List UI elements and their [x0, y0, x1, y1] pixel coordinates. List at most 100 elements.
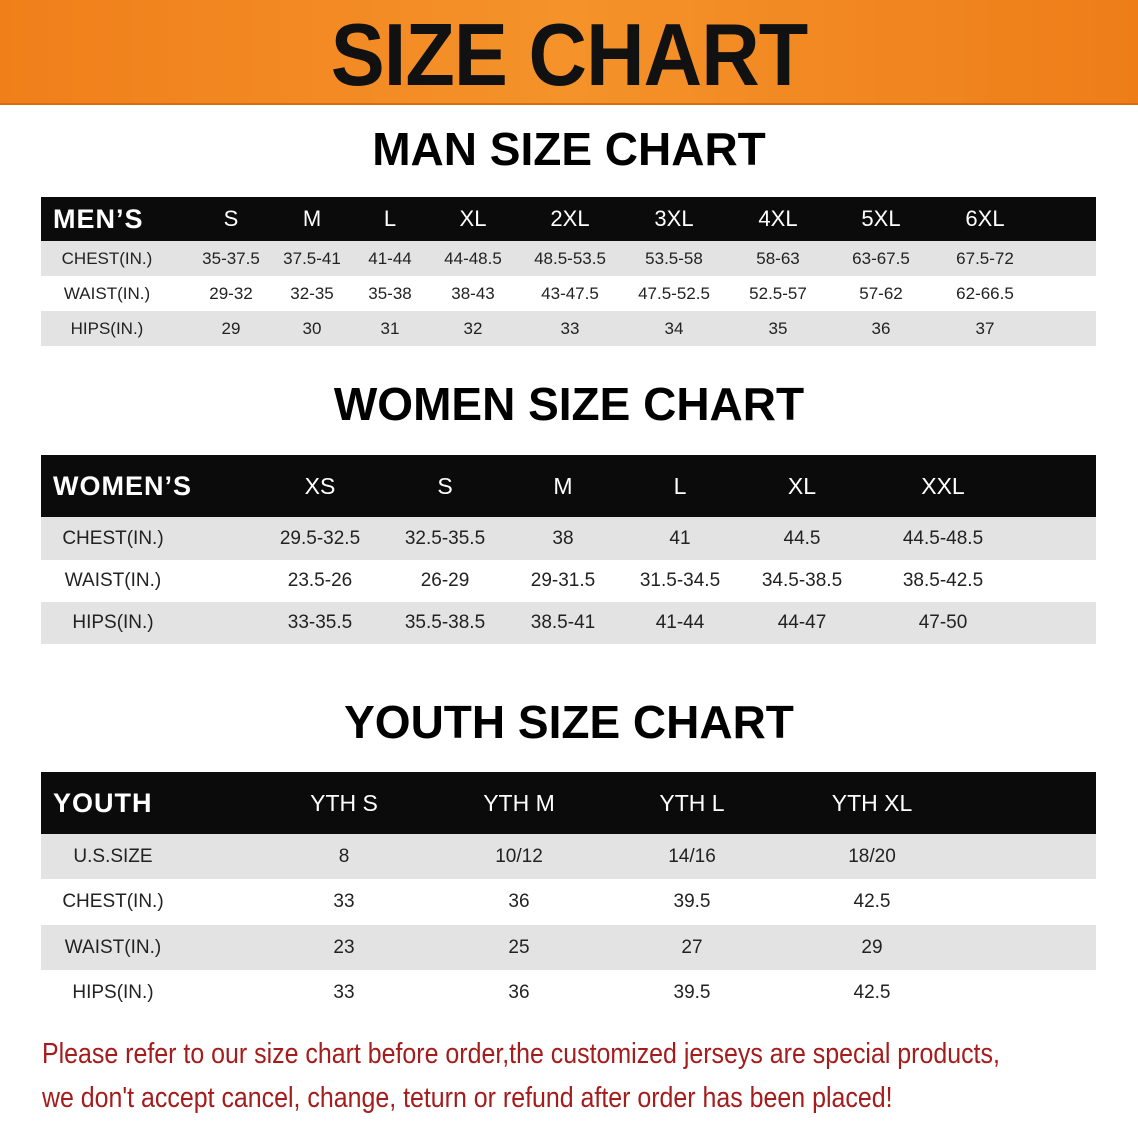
- size-header-cell: 2XL: [550, 206, 590, 231]
- size-header-cell: S: [223, 206, 239, 231]
- table-cell: 62-66.5: [956, 283, 1014, 303]
- table-cell: 63-67.5: [852, 248, 910, 268]
- size-header-cell: 3XL: [654, 206, 694, 231]
- table-row: WAIST(IN.) 23.5-26 26-29 29-31.5 31.5-34.5 34…: [41, 560, 1096, 602]
- table-cell: 53.5-58: [645, 248, 703, 268]
- table-cell: 34.5-38.5: [761, 570, 843, 591]
- table-cell: 42.5: [853, 891, 891, 912]
- row-label: HIPS(IN.): [72, 982, 154, 1003]
- table-cell: 32.5-35.5: [404, 527, 486, 549]
- size-header-cell: XL: [459, 206, 487, 231]
- table-cell: 29: [221, 318, 241, 338]
- table-cell: 36: [508, 891, 530, 912]
- table-cell: 30: [302, 318, 322, 338]
- table-cell: 33: [333, 891, 355, 912]
- table-cell: 37.5-41: [283, 248, 341, 268]
- table-row: HIPS(IN.) 33 36 39.5 42.5: [41, 970, 1096, 1016]
- size-header-cell: YTH L: [659, 789, 725, 816]
- row-label: WAIST(IN.): [64, 936, 162, 958]
- table-cell: 37: [975, 318, 995, 338]
- size-header-cell: M: [553, 472, 573, 499]
- table-cell: 42.5: [853, 982, 891, 1003]
- table-cell: 33: [333, 982, 355, 1003]
- row-label: WAIST(IN.): [63, 283, 151, 303]
- table-cell: 31.5-34.5: [639, 570, 721, 591]
- table-cell: 36: [508, 982, 530, 1003]
- table-cell: 38.5-42.5: [902, 570, 984, 591]
- table-cell: 39.5: [673, 982, 711, 1003]
- table-cell: 38-43: [451, 283, 495, 303]
- table-cell: 32-35: [290, 283, 334, 303]
- women-header-row: WOMEN’S XS S M L XL XXL: [41, 455, 1096, 517]
- women-header-label: WOMEN’S: [53, 470, 192, 501]
- table-cell: 35-37.5: [202, 248, 260, 268]
- table-cell: 34: [664, 318, 684, 338]
- row-label: HIPS(IN.): [70, 318, 144, 338]
- size-header-cell: XXL: [921, 472, 965, 499]
- table-cell: 52.5-57: [749, 283, 807, 303]
- table-cell: 44-47: [777, 612, 827, 633]
- table-cell: 35: [768, 318, 788, 338]
- table-row: CHEST(IN.) 35-37.5 37.5-41 41-44 44-48.5 48.5…: [41, 241, 1096, 276]
- table-cell: 39.5: [673, 891, 711, 912]
- table-cell: 32: [463, 318, 483, 338]
- notice-line-2: we don't accept cancel, change, teturn o…: [42, 1082, 893, 1114]
- table-cell: 38: [552, 527, 574, 549]
- youth-header-label: YOUTH: [53, 787, 153, 818]
- table-row: U.S.SIZE 8 10/12 14/16 18/20: [41, 834, 1096, 879]
- table-cell: 18/20: [848, 845, 896, 867]
- size-header-cell: 4XL: [758, 206, 798, 231]
- youth-header-row: YOUTH YTH S YTH M YTH L YTH XL: [41, 772, 1096, 834]
- table-cell: 48.5-53.5: [534, 248, 606, 268]
- table-cell: 27: [681, 936, 703, 958]
- table-cell: 29.5-32.5: [279, 527, 361, 549]
- table-row: HIPS(IN.) 33-35.5 35.5-38.5 38.5-41 41-44 44-…: [41, 602, 1096, 644]
- table-cell: 23.5-26: [287, 570, 353, 591]
- table-cell: 33-35.5: [287, 612, 353, 633]
- table-cell: 14/16: [668, 845, 716, 867]
- table-cell: 41-44: [368, 248, 412, 268]
- table-cell: 29-32: [209, 283, 253, 303]
- table-cell: 44-48.5: [444, 248, 502, 268]
- size-header-cell: 5XL: [861, 206, 901, 231]
- size-header-cell: YTH M: [483, 789, 555, 816]
- table-cell: 47-50: [918, 612, 968, 633]
- table-cell: 41-44: [655, 612, 705, 633]
- table-cell: 23: [333, 936, 355, 958]
- table-cell: 41: [669, 527, 691, 549]
- size-header-cell: 6XL: [965, 206, 1005, 231]
- size-header-cell: YTH XL: [831, 789, 913, 816]
- youth-section-title: YOUTH SIZE CHART: [344, 696, 794, 748]
- women-section-title: WOMEN SIZE CHART: [333, 378, 805, 430]
- table-row: WAIST(IN.) 23 25 27 29: [41, 925, 1096, 970]
- table-cell: 8: [338, 845, 350, 867]
- row-label: CHEST(IN.): [61, 248, 153, 268]
- banner-title: SIZE CHART: [330, 5, 808, 104]
- table-cell: 57-62: [859, 283, 903, 303]
- row-label: WAIST(IN.): [64, 570, 162, 591]
- table-cell: 26-29: [420, 570, 470, 591]
- size-header-cell: L: [673, 472, 687, 499]
- table-row: WAIST(IN.) 29-32 32-35 35-38 38-43 43-47.5 47.…: [41, 276, 1096, 311]
- table-cell: 10/12: [495, 845, 543, 867]
- table-cell: 43-47.5: [541, 283, 599, 303]
- size-header-cell: YTH S: [310, 789, 378, 816]
- table-cell: 29: [861, 936, 883, 958]
- banner: SIZE CHART: [0, 0, 1138, 105]
- men-section-title: MAN SIZE CHART: [372, 123, 766, 175]
- table-cell: 29-31.5: [530, 570, 596, 591]
- table-row: CHEST(IN.) 29.5-32.5 32.5-35.5 38 41 44.5 44.5…: [41, 517, 1096, 560]
- table-cell: 44.5: [783, 527, 821, 549]
- table-row: HIPS(IN.) 29 30 31 32 33 34 35 36 37: [41, 311, 1096, 346]
- size-header-cell: XL: [787, 472, 817, 499]
- table-cell: 35-38: [368, 283, 412, 303]
- table-cell: 31: [380, 318, 400, 338]
- size-header-cell: L: [383, 206, 397, 231]
- table-cell: 33: [560, 318, 580, 338]
- men-header-row: MEN’S S M L XL 2XL 3XL 4XL 5XL 6XL: [41, 197, 1096, 241]
- men-header-label: MEN’S: [53, 203, 144, 234]
- table-row: CHEST(IN.) 33 36 39.5 42.5: [41, 879, 1096, 925]
- table-cell: 36: [871, 318, 891, 338]
- row-label: HIPS(IN.): [72, 612, 154, 633]
